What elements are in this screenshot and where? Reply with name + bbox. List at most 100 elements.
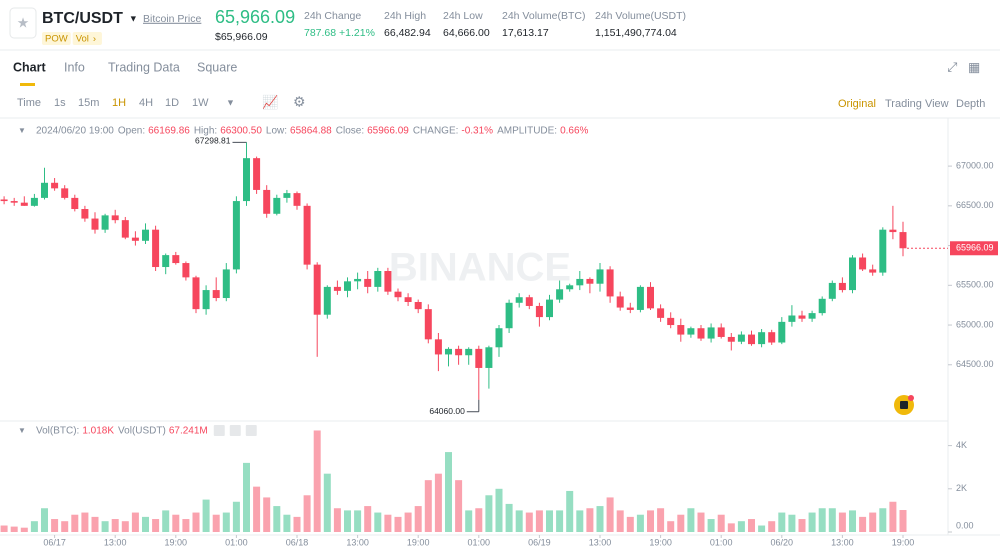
volume-bar — [152, 519, 160, 532]
candle-body — [51, 182, 59, 189]
high-annotation: 67298.81 — [195, 136, 231, 146]
volume-bar — [849, 510, 856, 532]
candle-body — [869, 269, 877, 273]
candle-body — [737, 334, 745, 342]
volume-bar — [899, 510, 907, 532]
candle-body — [424, 309, 432, 340]
tab[interactable]: Info — [64, 60, 85, 74]
star-icon[interactable]: ★ — [17, 15, 30, 31]
tag-text[interactable]: POW — [45, 34, 68, 45]
symbol-dropdown[interactable]: ▼ — [129, 13, 138, 23]
interval[interactable]: Time — [17, 97, 41, 109]
candle-body — [71, 197, 79, 210]
assistant-icon[interactable] — [900, 401, 908, 409]
candle-body — [253, 158, 261, 190]
volume-bar — [121, 521, 129, 532]
y-tick-label: 66500.00 — [956, 200, 994, 210]
view-option[interactable]: Depth — [956, 98, 985, 110]
interval[interactable]: 1W — [192, 97, 209, 109]
interval[interactable]: 1D — [165, 97, 179, 109]
candle-body — [212, 290, 220, 299]
x-tick-label: 01:00 — [225, 537, 248, 547]
volume-bar — [445, 452, 452, 532]
interval[interactable]: 15m — [78, 97, 99, 109]
volume-bar — [869, 512, 877, 532]
vol-value: 67.241M — [169, 426, 208, 437]
info-label: Open: — [118, 126, 145, 137]
stat-value: 787.68 +1.21% — [304, 27, 375, 39]
tab-underline — [20, 83, 35, 86]
tag-text[interactable]: Vol — [76, 34, 89, 45]
tag[interactable] — [72, 32, 102, 45]
indicator-control[interactable] — [213, 425, 225, 436]
interval[interactable]: 4H — [139, 97, 153, 109]
volume-bar — [354, 510, 362, 532]
volume-bar — [687, 508, 695, 532]
tab[interactable]: Chart — [13, 60, 46, 74]
view-option[interactable]: Trading View — [885, 98, 949, 110]
layout-icon[interactable]: ▦ — [968, 59, 980, 74]
volume-bar — [768, 521, 776, 532]
candle-body — [121, 220, 129, 238]
price-link[interactable]: Bitcoin Price — [143, 13, 202, 25]
stat-label: 24h High — [384, 10, 426, 22]
candle-body — [384, 271, 392, 292]
indicator-control[interactable] — [245, 425, 257, 436]
vol-value: 1.018K — [82, 426, 114, 437]
candle-body — [495, 328, 503, 348]
x-tick-label: 01:00 — [468, 537, 491, 547]
volume-bar — [243, 462, 250, 532]
candle-body — [798, 315, 806, 319]
stat-value: 66,482.94 — [384, 27, 431, 39]
candle-body — [525, 297, 533, 306]
indicator-control[interactable] — [229, 425, 241, 436]
stat-label: 24h Change — [304, 10, 361, 22]
volume-bar — [313, 430, 321, 532]
candle-body — [707, 327, 715, 339]
volume-bar — [556, 510, 564, 532]
vol-label: Vol(USDT) — [118, 426, 166, 437]
tab[interactable]: Trading Data — [108, 60, 180, 74]
volume-bar — [586, 508, 594, 532]
tag[interactable] — [42, 32, 71, 45]
volume-bar — [707, 519, 715, 532]
candle-body — [202, 290, 210, 310]
candle-body — [364, 278, 372, 287]
info-value: 66300.50 — [220, 126, 262, 137]
volume-bar — [374, 512, 382, 532]
settings-icon[interactable]: ⚙ — [293, 94, 306, 110]
stat-value: 64,666.00 — [443, 27, 490, 39]
collapse-icon[interactable]: ▼ — [18, 426, 26, 435]
view-option[interactable]: Original — [838, 98, 876, 110]
candle-body — [303, 205, 311, 265]
volume-bar — [91, 516, 99, 532]
volume-bar — [212, 514, 220, 532]
interval[interactable]: 1s — [54, 97, 66, 109]
volume-bar — [232, 501, 240, 532]
tab[interactable]: Square — [197, 60, 237, 74]
stat-label: 24h Volume(USDT) — [595, 10, 686, 22]
y-tick-label: 65500.00 — [956, 280, 994, 290]
favorite-button[interactable] — [9, 7, 37, 39]
interval[interactable]: 1H — [112, 97, 126, 109]
volume-bar — [838, 512, 846, 532]
x-tick-label: 13:00 — [589, 537, 612, 547]
volume-bar — [818, 508, 826, 532]
collapse-icon[interactable]: ▼ — [18, 126, 26, 135]
candle-body — [101, 215, 109, 230]
more-intervals[interactable]: ▼ — [226, 97, 235, 107]
candle-body — [131, 237, 139, 241]
watermark: BINANCE — [389, 246, 571, 290]
fullscreen-icon[interactable]: ⤢ — [947, 59, 957, 74]
candle-body — [889, 229, 897, 233]
volume-bar — [192, 512, 200, 532]
indicator-icon[interactable]: 📈 — [262, 94, 278, 109]
volume-bar — [414, 506, 422, 532]
volume-bar — [142, 516, 149, 532]
candle-body — [636, 286, 644, 310]
candle-body — [768, 332, 776, 343]
volume-bar — [81, 512, 89, 532]
volume-bar — [727, 523, 735, 532]
x-tick-label: 13:00 — [104, 537, 127, 547]
